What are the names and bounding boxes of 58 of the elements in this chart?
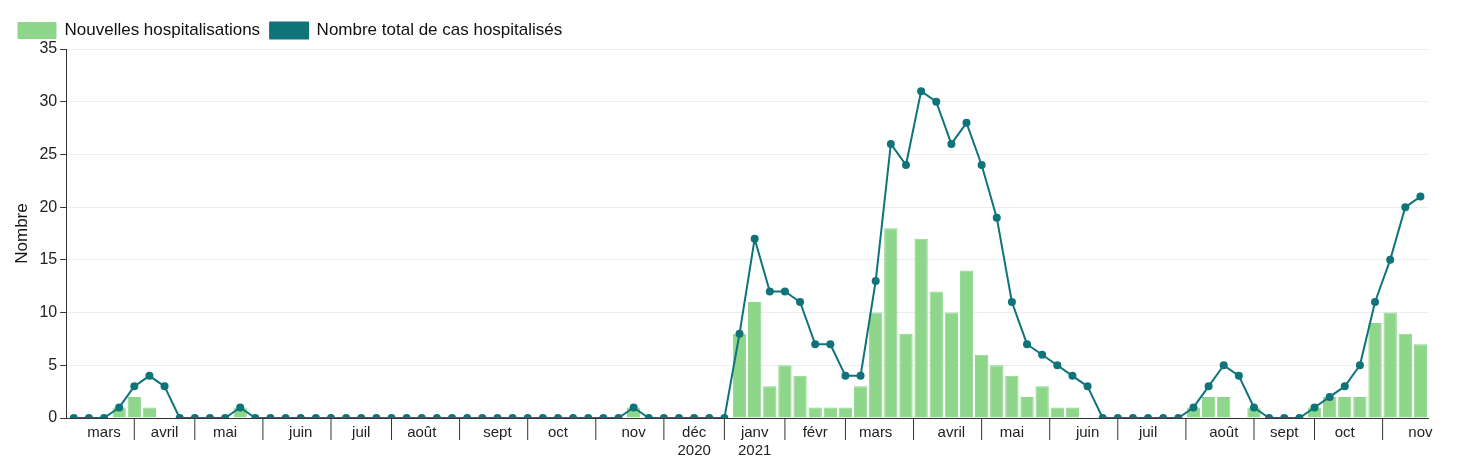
y-tick-label: 30 [39, 92, 58, 110]
bar [1413, 344, 1428, 418]
x-tick-label: juil [1137, 423, 1158, 441]
y-tick-label: 15 [39, 250, 58, 268]
bar [1383, 312, 1397, 418]
x-tick-label: août [407, 423, 438, 441]
y-axis-title: Nombre [11, 203, 31, 264]
bar [793, 375, 807, 418]
x-tick-label: sept [483, 423, 513, 441]
y-tick-label: 35 [39, 39, 58, 57]
x-tick-label: avril [937, 423, 966, 441]
bar [914, 238, 928, 418]
bar [778, 365, 792, 418]
x-tick-label: sept [1270, 423, 1300, 441]
bar [1368, 323, 1382, 418]
x-tick-label: janv 2021 [737, 423, 772, 459]
bar [748, 302, 762, 418]
x-tick-label: mai [999, 423, 1024, 441]
bar [763, 386, 777, 418]
bar [899, 333, 913, 418]
x-tick-label: juin [288, 423, 313, 441]
legend-label: Nouvelles hospitalisations [64, 20, 261, 40]
bar [869, 312, 883, 418]
x-tick-label: févr [802, 423, 828, 441]
bar [990, 365, 1004, 418]
bar [1217, 396, 1231, 418]
x-tick-label: oct [547, 423, 569, 441]
y-tick-label: 25 [39, 144, 58, 162]
y-tick-label: 0 [48, 408, 58, 426]
x-tick-label: mars [859, 423, 893, 441]
bar [1398, 333, 1412, 418]
bar [127, 396, 141, 418]
bar [944, 312, 959, 418]
x-tick-label: mai [212, 423, 238, 441]
bar [884, 228, 898, 418]
x-tick-label: nov [621, 423, 647, 441]
y-tick-label: 20 [39, 197, 58, 215]
bar [974, 354, 989, 418]
x-tick-label: nov [1408, 423, 1434, 441]
bar [1338, 396, 1352, 418]
x-tick-label: juin [1074, 423, 1100, 441]
x-tick-label: avril [150, 423, 179, 441]
bar [929, 291, 943, 418]
x-tick-label: août [1209, 423, 1240, 441]
bar [959, 270, 974, 418]
bar [1035, 386, 1049, 418]
y-tick-label: 5 [48, 355, 58, 373]
bar [1201, 396, 1216, 418]
legend-label: Nombre total de cas hospitalisés [316, 20, 563, 40]
bar [1353, 396, 1367, 418]
y-tick-label: 10 [39, 302, 58, 320]
bar [1005, 375, 1019, 418]
bar [853, 386, 868, 418]
x-tick-label: oct [1334, 423, 1356, 441]
x-tick-label: juil [351, 423, 371, 441]
x-tick-label: mars [87, 423, 121, 441]
bar [1020, 396, 1034, 418]
x-tick-label: déc 2020 [677, 423, 711, 459]
